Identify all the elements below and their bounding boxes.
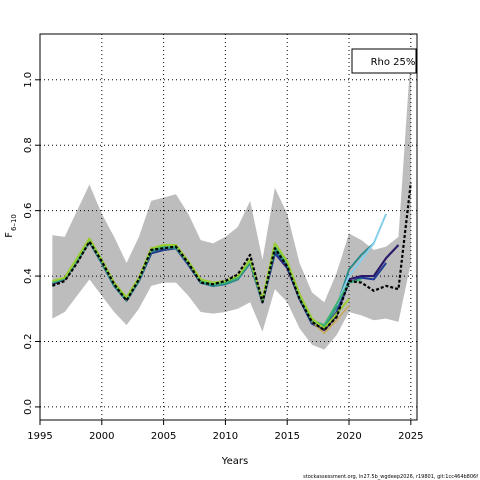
series-line-0 <box>51 182 412 332</box>
legend-box <box>351 48 417 74</box>
x-tick-label: 2025 <box>398 431 423 442</box>
y-tick-label: 0.6 <box>23 203 34 219</box>
x-tick-label: 1995 <box>27 431 52 442</box>
y-axis-title-main: F <box>4 232 15 238</box>
y-tick-label: 0.4 <box>23 268 34 284</box>
axis-layer: 1995 2000 2005 2010 2015 2020 2025 0.0 0.2 0.4 0.6… <box>23 72 424 442</box>
series-line-7 <box>311 304 350 335</box>
y-axis-title: F 6–10 <box>4 214 18 238</box>
grid-layer <box>39 34 417 420</box>
x-tick-label: 2005 <box>151 431 176 442</box>
x-tick-label: 2015 <box>274 431 299 442</box>
confidence-band-layer <box>52 53 411 350</box>
x-tick-label: 2010 <box>213 431 238 442</box>
confidence-band <box>52 53 411 350</box>
x-tick-label: 2000 <box>89 431 114 442</box>
y-axis-title-sub: 6–10 <box>10 214 18 231</box>
y-tick-label: 1.0 <box>23 72 34 88</box>
legend: Rho 25% <box>351 48 417 74</box>
y-tick-label: 0.0 <box>23 399 34 415</box>
y-tick-label: 0.2 <box>23 334 34 350</box>
series-layer <box>51 182 412 335</box>
footer-note: stockassessment.org, ln27.5b_wgdeep2026,… <box>303 474 478 480</box>
x-tick-label: 2020 <box>336 431 361 442</box>
legend-label: Rho 25% <box>371 57 416 68</box>
plot-frame <box>39 33 418 421</box>
y-tick-label: 0.8 <box>23 137 34 153</box>
series-line-4 <box>335 213 388 306</box>
x-axis-title: Years <box>221 456 248 467</box>
